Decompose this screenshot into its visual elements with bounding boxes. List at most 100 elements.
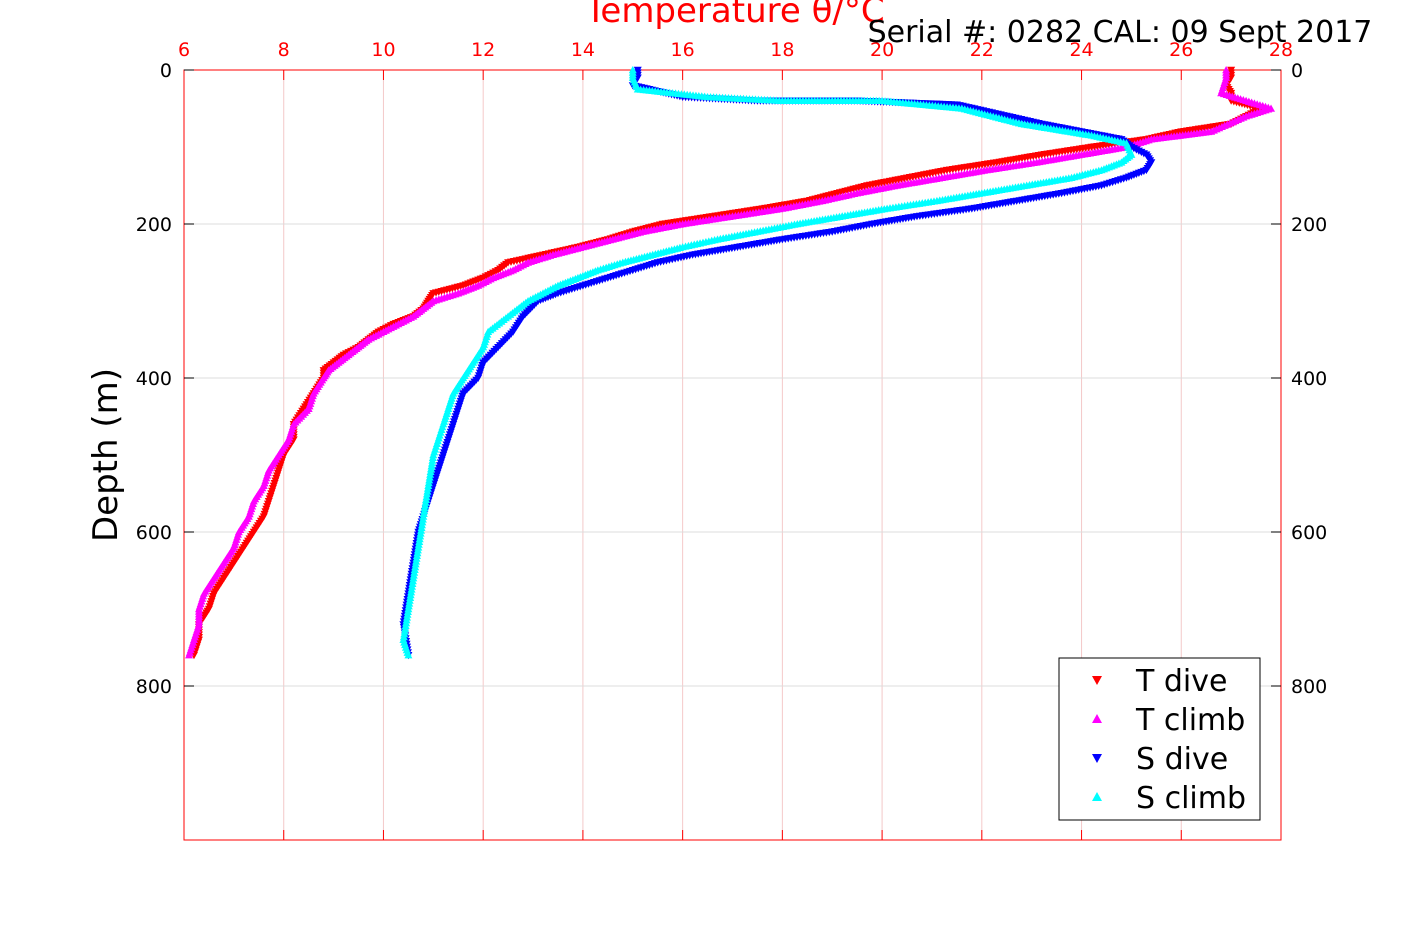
- data-point: [416, 532, 425, 540]
- legend-marker: [1092, 676, 1102, 685]
- data-point: [408, 577, 417, 585]
- x-tick-label: 16: [671, 39, 695, 61]
- data-point: [407, 588, 416, 596]
- data-point: [416, 529, 425, 537]
- data-point: [418, 518, 427, 526]
- data-point: [405, 596, 414, 604]
- data-point: [427, 465, 436, 473]
- data-point: [419, 509, 428, 517]
- data-point: [425, 473, 434, 481]
- plot-frame: [183, 69, 1282, 841]
- legend-label: S climb: [1136, 781, 1246, 816]
- y-tick-label-right: 200: [1291, 214, 1327, 236]
- data-point: [422, 490, 431, 498]
- data-point: [184, 651, 193, 659]
- x-tick-label: 28: [1269, 39, 1293, 61]
- y-tick-label-left: 0: [160, 60, 172, 82]
- data-point: [410, 568, 419, 576]
- data-point: [412, 554, 421, 562]
- data-point: [428, 456, 437, 464]
- data-point: [425, 476, 434, 484]
- data-point: [405, 599, 414, 607]
- series-t-climb: [184, 66, 1276, 659]
- data-point: [412, 557, 421, 565]
- data-point: [408, 582, 417, 590]
- data-point: [426, 470, 435, 478]
- x-tick-label: 10: [371, 39, 395, 61]
- legend-label: T climb: [1135, 703, 1245, 738]
- data-point: [424, 479, 433, 487]
- legend-box: [1058, 657, 1261, 821]
- data-point: [427, 459, 436, 467]
- data-point: [404, 651, 413, 659]
- data-point: [422, 495, 431, 503]
- data-point: [415, 535, 424, 543]
- serial-annotation: Serial #: 0282 CAL: 09 Sept 2017: [868, 15, 1373, 50]
- data-point: [423, 487, 432, 495]
- y-tick-label-right: 600: [1291, 522, 1327, 544]
- data-point: [401, 624, 410, 632]
- data-point: [399, 633, 408, 641]
- x-tick-label: 22: [970, 39, 994, 61]
- data-point: [417, 526, 426, 534]
- chart-title: Temperature θ/°C: [584, 0, 884, 31]
- legend-label: T dive: [1135, 664, 1227, 699]
- data-point: [421, 498, 430, 506]
- data-point: [402, 616, 411, 624]
- data-point: [403, 607, 412, 615]
- y-tick-label-left: 600: [136, 522, 172, 544]
- data-point: [415, 537, 424, 545]
- data-point: [418, 515, 427, 523]
- data-point: [411, 563, 420, 571]
- y-axis-label: Depth (m): [86, 368, 126, 542]
- data-point: [404, 605, 413, 613]
- data-point: [412, 551, 421, 559]
- x-tick-label: 20: [870, 39, 894, 61]
- x-tick-label: 26: [1169, 39, 1193, 61]
- data-point: [400, 630, 409, 638]
- legend: T dive T climb S dive S climb: [1058, 657, 1261, 821]
- data-point: [420, 507, 429, 515]
- data-point: [417, 523, 426, 531]
- legend-marker: [1092, 754, 1102, 763]
- data-point: [428, 453, 437, 461]
- data-point: [426, 467, 435, 475]
- data-point: [422, 493, 431, 501]
- data-point: [402, 619, 411, 627]
- x-tick-label: 18: [770, 39, 794, 61]
- data-point: [408, 579, 417, 587]
- legend-marker: [1092, 792, 1102, 801]
- y-tick-label-right: 0: [1291, 60, 1303, 82]
- x-tick-label: 6: [178, 39, 190, 61]
- data-point: [407, 585, 416, 593]
- legend-marker: [1092, 714, 1102, 723]
- data-point: [413, 546, 422, 554]
- data-point: [414, 540, 423, 548]
- x-tick-label: 8: [278, 39, 290, 61]
- data-points: [184, 66, 1276, 660]
- data-point: [410, 565, 419, 573]
- data-point: [406, 591, 415, 599]
- data-point: [406, 593, 415, 601]
- y-tick-label-left: 800: [136, 676, 172, 698]
- data-point: [409, 574, 418, 582]
- x-tick-label: 14: [571, 39, 595, 61]
- data-point: [419, 512, 428, 520]
- data-point: [420, 504, 429, 512]
- data-point: [414, 543, 423, 551]
- data-point: [429, 451, 438, 459]
- data-point: [404, 602, 413, 610]
- data-point: [424, 481, 433, 489]
- data-point: [417, 521, 426, 529]
- data-point: [400, 627, 409, 635]
- series-s-climb: [399, 66, 1136, 659]
- data-point: [411, 560, 420, 568]
- series-t-dive: [189, 66, 1266, 660]
- y-tick-label-left: 200: [136, 214, 172, 236]
- x-tick-label: 12: [471, 39, 495, 61]
- data-point: [409, 571, 418, 579]
- data-point: [413, 549, 422, 557]
